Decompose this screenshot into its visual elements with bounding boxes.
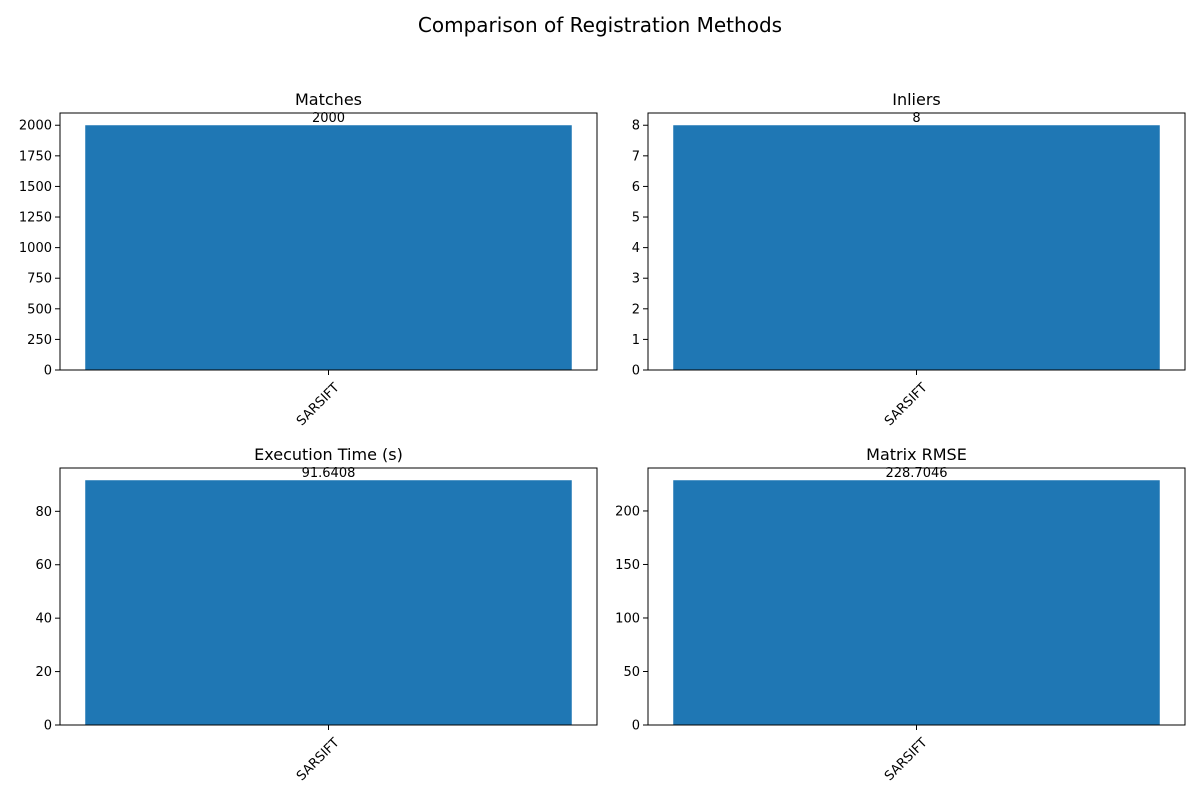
y-tick-label: 2000 (19, 119, 52, 134)
axes-frame (59, 467, 598, 726)
figure-title: Comparison of Registration Methods (418, 13, 782, 37)
bar-sarsift (673, 480, 1160, 725)
y-tick-label: 4 (632, 241, 640, 256)
y-tick-label: 50 (623, 665, 640, 680)
subplot-title: Matrix RMSE (866, 445, 967, 464)
y-tick-label: 750 (27, 272, 52, 287)
y-tick-label: 0 (44, 719, 52, 734)
y-tick-label: 60 (35, 558, 52, 573)
bar-sarsift (85, 480, 572, 725)
bar-sarsift (85, 125, 572, 370)
y-tick-label: 200 (615, 504, 640, 519)
subplot-title: Inliers (892, 90, 941, 109)
y-tick-label: 1000 (19, 241, 52, 256)
y-tick-label: 1 (632, 333, 640, 348)
y-tick-label: 2 (632, 302, 640, 317)
axes-frame (647, 467, 1186, 726)
subplot-title: Matches (295, 90, 362, 109)
y-tick-label: 100 (615, 611, 640, 626)
axes-frame (59, 112, 598, 371)
y-tick-label: 1500 (19, 180, 52, 195)
y-tick-label: 6 (632, 180, 640, 195)
y-tick-label: 250 (27, 333, 52, 348)
bar-value-label: 91.6408 (302, 466, 356, 481)
bar-value-label: 2000 (312, 111, 345, 126)
subplot-title: Execution Time (s) (254, 445, 403, 464)
y-tick-label: 150 (615, 558, 640, 573)
y-tick-label: 7 (632, 149, 640, 164)
y-tick-label: 500 (27, 302, 52, 317)
bar-value-label: 228.7046 (885, 466, 947, 481)
bar-value-label: 8 (912, 111, 920, 126)
y-tick-label: 20 (35, 665, 52, 680)
y-tick-label: 0 (44, 364, 52, 379)
y-tick-label: 1750 (19, 149, 52, 164)
axes-frame (647, 112, 1186, 371)
subplots: 2000SARSIFT02505007501000125015001750200… (19, 90, 1186, 784)
y-tick-label: 0 (632, 719, 640, 734)
y-tick-label: 80 (35, 505, 52, 520)
bar-sarsift (673, 125, 1160, 370)
y-tick-label: 40 (35, 612, 52, 627)
y-tick-label: 1250 (19, 211, 52, 226)
y-tick-label: 3 (632, 272, 640, 287)
y-tick-label: 8 (632, 119, 640, 134)
y-tick-label: 5 (632, 211, 640, 226)
y-tick-label: 0 (632, 364, 640, 379)
